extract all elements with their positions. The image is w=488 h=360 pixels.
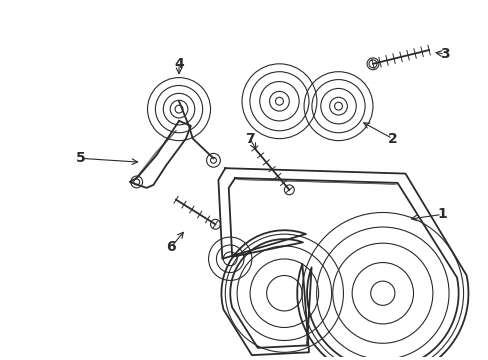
Text: 1: 1 — [436, 207, 446, 221]
Text: 3: 3 — [439, 47, 449, 61]
Text: 5: 5 — [76, 151, 85, 165]
Text: 2: 2 — [387, 132, 397, 146]
Text: 4: 4 — [174, 57, 183, 71]
Text: 7: 7 — [244, 132, 254, 146]
Text: 6: 6 — [166, 240, 176, 254]
